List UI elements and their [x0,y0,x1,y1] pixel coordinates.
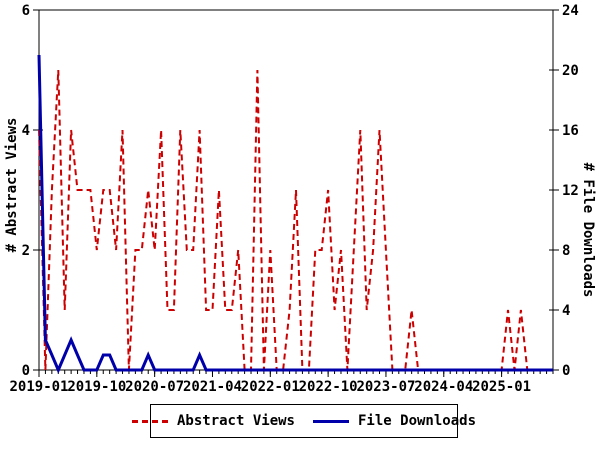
x-axis-tick-label: 2023-07 [356,379,415,395]
right-axis-tick-label: 8 [562,243,570,259]
file-downloads-line-sample [313,419,349,423]
abstract-views-line-sample [131,419,168,423]
file-downloads-line [37,54,553,374]
left-axis-tick-label: 6 [22,3,30,19]
x-axis-tick-label: 2021-04 [183,379,242,395]
left-axis-title: # Abstract Views [4,118,20,253]
right-axis-tick-label: 24 [562,3,579,19]
file-downloads-legend-label: File Downloads [358,413,477,429]
x-axis-tick-label: 2019-01 [9,379,68,395]
right-axis-tick-label: 20 [562,63,579,79]
x-axis-tick-label: 2019-10 [67,379,126,395]
x-axis-tick-label: 2024-04 [414,379,473,395]
x-axis-tick-label: 2025-01 [472,379,531,395]
right-axis-tick-label: 4 [562,303,570,319]
abstract-views-legend-label: Abstract Views [176,413,295,429]
left-axis-tick-label: 4 [22,123,30,139]
left-axis-tick-label: 0 [22,363,30,379]
abstract-views-line [38,69,553,371]
x-axis-tick-label: 2020-07 [125,379,184,395]
x-axis-tick-label: 2022-01 [241,379,300,395]
left-axis-tick-label: 2 [22,243,30,259]
right-axis-title: # File Downloads [580,163,596,298]
plot-box [38,9,554,371]
right-axis-tick-label: 16 [562,123,579,139]
right-axis-tick-label: 0 [562,363,570,379]
x-axis-tick-label: 2022-10 [299,379,358,395]
chart-legend: Abstract Views File Downloads [131,404,476,438]
right-axis-tick-label: 12 [562,183,579,199]
